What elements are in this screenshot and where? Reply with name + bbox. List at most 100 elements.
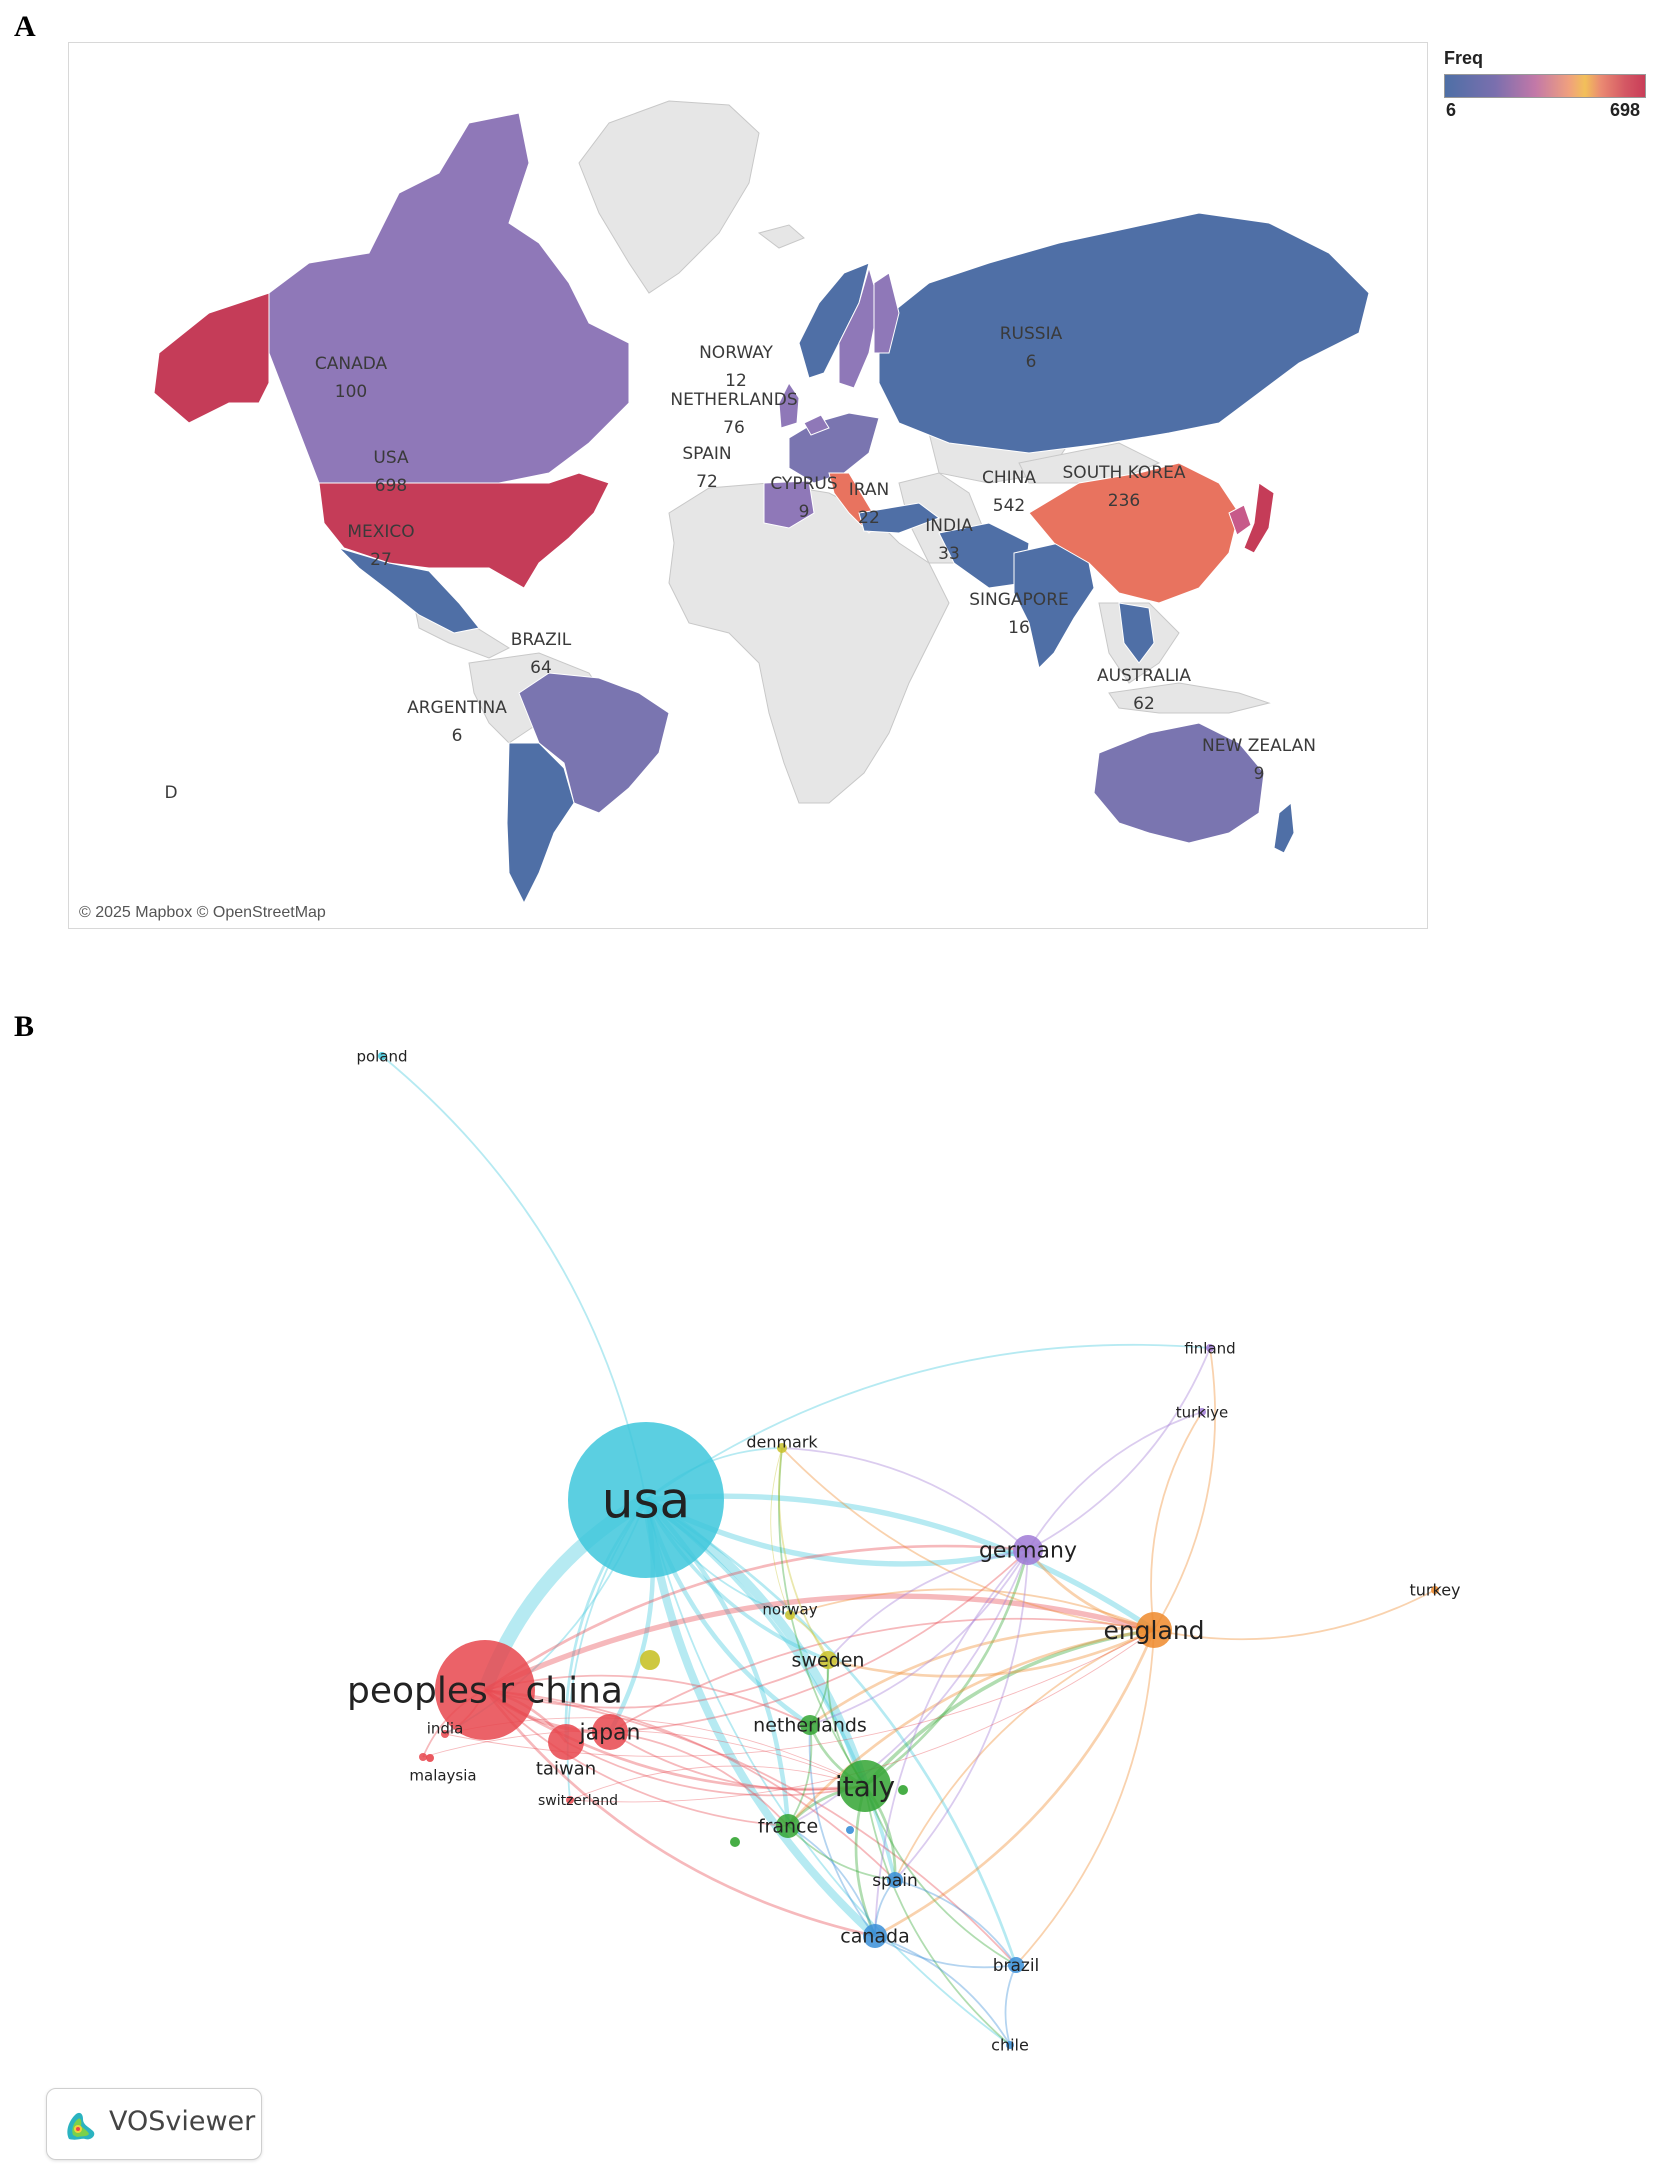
link-england-turkey	[1153, 1589, 1436, 1641]
country-value-iran: 22	[858, 508, 880, 528]
legend-min-value: 6	[1446, 100, 1457, 120]
country-uk[interactable]	[778, 382, 800, 429]
node-england[interactable]	[1136, 1612, 1172, 1648]
country-name-iran: IRAN	[849, 480, 889, 500]
country-name-argentina: ARGENTINA	[407, 698, 507, 718]
link-china-germany	[484, 1544, 1029, 1692]
country-south-korea[interactable]	[1228, 504, 1252, 536]
country-usa-alaska[interactable]	[153, 292, 270, 424]
node-label-japan: japan	[579, 1721, 641, 1746]
node-france[interactable]	[776, 1814, 800, 1838]
vosviewer-label: VOSviewer	[109, 2106, 256, 2137]
node-malaysia[interactable]	[419, 1753, 427, 1761]
country-name-cyprus: CYPRUS	[770, 474, 837, 494]
node-japan[interactable]	[592, 1714, 628, 1750]
node-canada[interactable]	[863, 1924, 887, 1948]
country-canada[interactable]	[268, 112, 630, 484]
link-england-finland	[1153, 1347, 1217, 1631]
link-england-norway	[789, 1588, 1155, 1631]
node-turkey[interactable]	[1431, 1586, 1439, 1594]
country-australia[interactable]	[1093, 722, 1265, 844]
country-name-canada: CANADA	[315, 354, 388, 374]
country-new-zealand[interactable]	[1273, 802, 1295, 854]
country-iceland[interactable]	[757, 224, 805, 249]
node-finland[interactable]	[1206, 1344, 1214, 1352]
country-name-south_korea: SOUTH KOREA	[1063, 463, 1186, 483]
unlabeled-node[interactable]	[426, 1754, 434, 1762]
country-value-china: 542	[993, 496, 1025, 516]
world-map[interactable]: USA 698 CHINA 542 SOUTH KOREA 236 CANADA 100 NET…	[68, 42, 1428, 929]
link-canada-chile	[874, 1935, 1011, 2046]
node-china[interactable]	[435, 1640, 535, 1740]
node-label-turkiye: turkiye	[1176, 1403, 1229, 1421]
country-indochina[interactable]	[1118, 602, 1155, 664]
country-value-mexico: 27	[370, 550, 392, 570]
link-england-sweden	[827, 1628, 1155, 1678]
country-japan[interactable]	[1243, 482, 1275, 554]
node-italy[interactable]	[839, 1760, 891, 1812]
node-label-finland: finland	[1184, 1339, 1235, 1357]
unlabeled-node[interactable]	[898, 1785, 908, 1795]
node-label-england: england	[1103, 1616, 1204, 1645]
node-turkiye[interactable]	[1198, 1408, 1206, 1416]
node-netherlands[interactable]	[800, 1715, 820, 1735]
country-name-russia: RUSSIA	[1000, 324, 1063, 344]
country-africa[interactable]	[668, 482, 950, 804]
vosviewer-badge: VOSviewer	[46, 2088, 262, 2160]
panel-b-letter: B	[14, 1010, 35, 1043]
node-label-canada: canada	[840, 1926, 909, 1948]
link-japan-england	[609, 1617, 1155, 1733]
country-greenland[interactable]	[578, 100, 760, 294]
country-brazil[interactable]	[518, 672, 670, 814]
node-sweden[interactable]	[819, 1651, 837, 1669]
country-value-norway: 12	[725, 371, 747, 391]
node-germany[interactable]	[1013, 1535, 1043, 1565]
country-finland[interactable]	[873, 272, 900, 354]
node-label-sweden: sweden	[792, 1650, 865, 1672]
node-usa[interactable]	[568, 1422, 724, 1578]
link-england-turkiye	[1150, 1411, 1203, 1631]
link-china-canada	[483, 1689, 876, 1938]
node-india[interactable]	[441, 1730, 449, 1738]
link-sweden-denmark	[778, 1447, 829, 1661]
node-switzerland[interactable]	[566, 1796, 574, 1804]
link-germany-finland	[1027, 1347, 1211, 1551]
node-label-spain: spain	[872, 1871, 918, 1891]
node-spain[interactable]	[887, 1872, 903, 1888]
link-germany-denmark	[781, 1447, 1029, 1551]
node-label-germany: germany	[979, 1539, 1077, 1564]
link-japan-france	[609, 1731, 789, 1827]
link-italy-germany	[864, 1549, 1030, 1788]
country-spain[interactable]	[763, 480, 815, 529]
link-brazil-chile	[1004, 1964, 1017, 2046]
node-chile[interactable]	[1006, 2041, 1014, 2049]
country-name-china: CHINA	[982, 468, 1036, 488]
collaboration-network[interactable]: usa peoples r china japan taiwan india malays…	[60, 1030, 1640, 2160]
country-netherlands[interactable]	[803, 414, 830, 436]
legend-gradient-bar	[1444, 74, 1646, 98]
node-taiwan[interactable]	[548, 1724, 584, 1760]
legend-max-value: 698	[1610, 100, 1641, 120]
node-label-poland: poland	[356, 1047, 407, 1065]
region-indonesia[interactable]	[1108, 682, 1271, 714]
node-poland[interactable]	[378, 1052, 386, 1060]
unlabeled-node[interactable]	[846, 1826, 854, 1834]
node-denmark[interactable]	[777, 1443, 787, 1453]
link-china-england	[483, 1593, 1155, 1693]
country-argentina[interactable]	[506, 742, 575, 905]
link-usa-brazil	[645, 1498, 1018, 1966]
link-italy-chile	[864, 1785, 1011, 2046]
link-canada-netherlands	[808, 1724, 876, 1937]
country-turkey[interactable]	[858, 502, 941, 534]
link-italy-denmark	[778, 1447, 866, 1787]
region-mongolia[interactable]	[1018, 442, 1161, 484]
node-norway[interactable]	[785, 1610, 795, 1620]
unlabeled-node[interactable]	[730, 1837, 740, 1847]
country-china[interactable]	[1028, 462, 1240, 604]
unlabeled-node[interactable]	[640, 1650, 660, 1670]
country-russia[interactable]	[878, 212, 1370, 454]
country-usa[interactable]	[318, 472, 610, 589]
node-brazil[interactable]	[1008, 1957, 1024, 1973]
link-usa-finland	[645, 1343, 1211, 1501]
country-mexico[interactable]	[338, 547, 480, 634]
